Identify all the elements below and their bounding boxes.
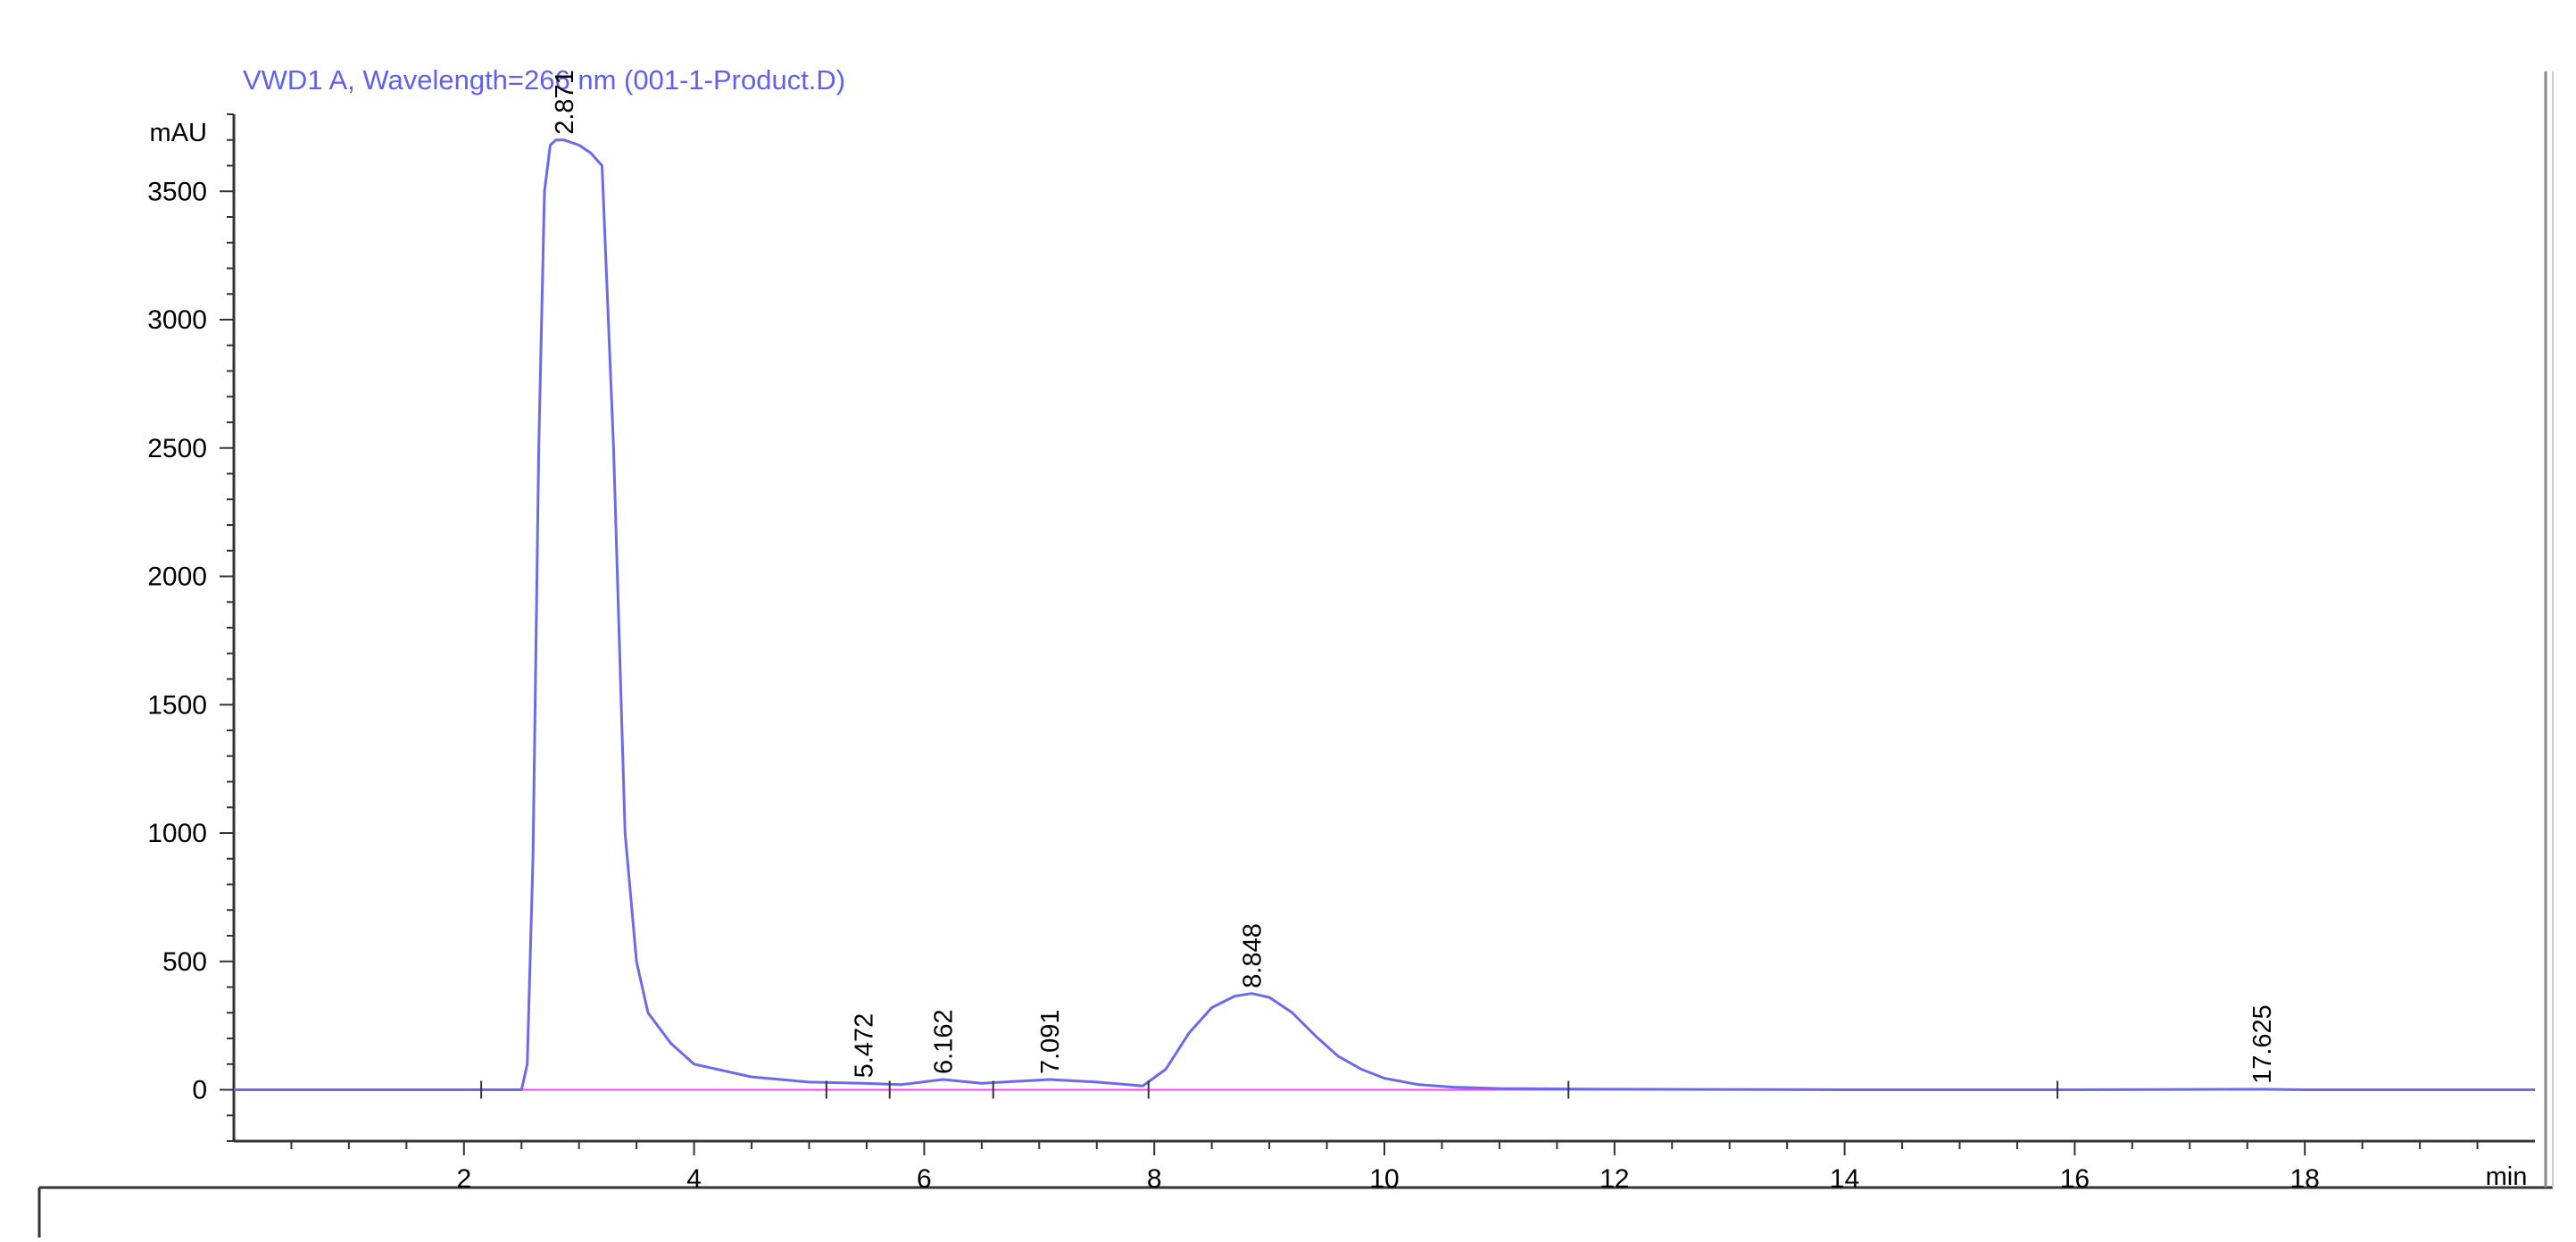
y-tick-label: 2500 <box>147 434 207 463</box>
peak-label: 8.848 <box>1239 923 1267 988</box>
x-tick-label: 8 <box>1147 1164 1162 1194</box>
peak-label: 5.472 <box>850 1013 878 1079</box>
y-tick-label: 3000 <box>147 305 207 335</box>
integration-marks <box>480 1080 2059 1099</box>
x-tick-label: 18 <box>2290 1164 2320 1194</box>
y-tick-label: 0 <box>192 1076 207 1105</box>
peak-label: 6.162 <box>929 1009 958 1074</box>
peak-labels: 2.871 5.472 6.162 7.091 8.848 17.625 <box>551 70 2277 1084</box>
signal-trace <box>234 138 2535 1091</box>
y-tick-label: 2000 <box>147 563 207 592</box>
x-axis: 2 4 6 8 10 12 14 16 18 <box>234 1139 2535 1194</box>
plot-area <box>234 138 2535 1091</box>
x-tick-label: 2 <box>456 1164 471 1194</box>
y-tick-label: 500 <box>162 947 207 977</box>
y-axis-label: mAU <box>150 119 207 147</box>
x-tick-label: 4 <box>686 1164 702 1194</box>
peak-label: 2.871 <box>551 70 579 135</box>
x-tick-label: 6 <box>917 1164 932 1194</box>
y-tick-label: 3500 <box>147 177 207 206</box>
peak-label: 7.091 <box>1036 1009 1065 1074</box>
y-axis: 0 500 1000 1500 2000 2500 3000 3500 <box>147 113 236 1142</box>
x-tick-label: 12 <box>1600 1164 1629 1194</box>
y-tick-label: 1500 <box>147 690 207 720</box>
chart-title: VWD1 A, Wavelength=266 nm (001-1-Product… <box>243 64 845 96</box>
y-tick-label: 1000 <box>147 819 207 848</box>
peak-label: 17.625 <box>2248 1004 2277 1084</box>
x-tick-label: 16 <box>2060 1164 2090 1194</box>
x-axis-label: min <box>2486 1163 2528 1191</box>
x-tick-label: 14 <box>1830 1164 1859 1194</box>
x-tick-label: 10 <box>1369 1164 1399 1194</box>
